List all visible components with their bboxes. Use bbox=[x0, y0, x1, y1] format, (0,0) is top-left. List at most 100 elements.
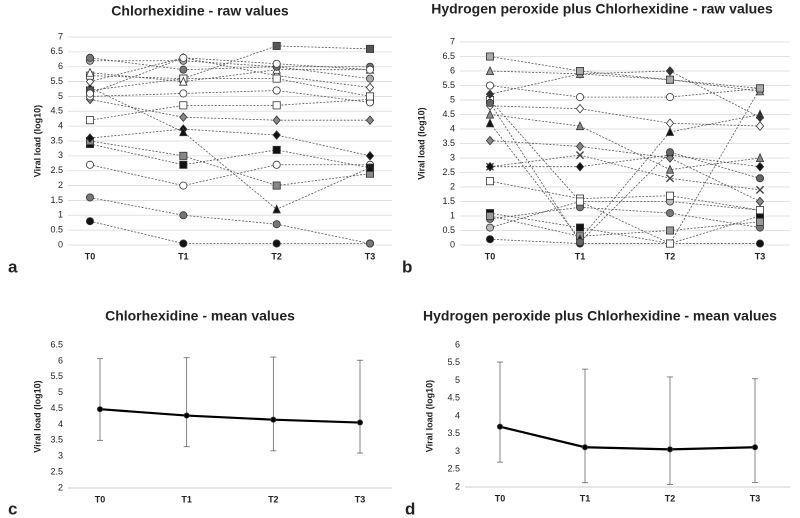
marker bbox=[755, 121, 765, 131]
marker bbox=[485, 52, 494, 61]
x-tick-label: T3 bbox=[365, 251, 376, 261]
x-tick-label: T3 bbox=[750, 493, 761, 503]
y-tick-label: 3 bbox=[58, 150, 63, 160]
marker bbox=[365, 151, 375, 161]
marker bbox=[755, 152, 765, 163]
series-line bbox=[89, 128, 371, 157]
y-tick-label: 1 bbox=[58, 210, 63, 220]
marker bbox=[666, 239, 675, 248]
marker bbox=[576, 67, 585, 76]
marker bbox=[485, 223, 494, 232]
x-tick-label: T2 bbox=[665, 251, 676, 261]
series-line bbox=[90, 60, 371, 79]
y-tick-label: 4 bbox=[58, 419, 63, 429]
marker bbox=[755, 196, 765, 207]
marker bbox=[272, 181, 281, 190]
y-tick-label: 7 bbox=[58, 31, 63, 41]
marker bbox=[575, 121, 585, 131]
panel-label: a bbox=[8, 257, 18, 276]
x-tick-label: T2 bbox=[268, 494, 279, 504]
marker bbox=[576, 93, 585, 102]
series-line bbox=[489, 105, 761, 127]
marker bbox=[485, 89, 495, 100]
marker bbox=[272, 145, 281, 154]
marker bbox=[179, 151, 188, 160]
y-tick-label: 4.5 bbox=[50, 403, 63, 413]
y-tick-label: 7 bbox=[450, 36, 455, 46]
y-tick-label: 5.5 bbox=[442, 80, 455, 90]
y-tick-label: 4.5 bbox=[447, 393, 460, 403]
marker bbox=[365, 74, 374, 83]
y-tick-label: 2 bbox=[58, 482, 63, 492]
marker bbox=[272, 41, 281, 50]
marker bbox=[485, 235, 494, 244]
marker bbox=[85, 67, 95, 77]
marker bbox=[665, 126, 675, 136]
marker bbox=[666, 75, 675, 84]
marker bbox=[665, 164, 675, 174]
marker bbox=[485, 109, 495, 119]
y-tick-label: 4 bbox=[58, 121, 63, 131]
x-tick-label: T0 bbox=[95, 494, 106, 504]
marker bbox=[272, 74, 281, 83]
x-tick-label: T1 bbox=[178, 251, 189, 261]
marker bbox=[270, 416, 277, 423]
y-tick-label: 5.5 bbox=[50, 371, 63, 381]
chart-title: Chlorhexidine - mean values bbox=[105, 308, 295, 324]
marker bbox=[576, 197, 585, 206]
marker bbox=[365, 92, 374, 101]
marker bbox=[665, 66, 675, 76]
marker bbox=[755, 185, 765, 194]
marker bbox=[179, 101, 188, 110]
marker bbox=[485, 81, 494, 90]
series-line bbox=[489, 114, 761, 171]
series-line bbox=[489, 140, 761, 202]
y-tick-label: 5 bbox=[58, 91, 63, 101]
marker bbox=[665, 153, 675, 163]
y-tick-label: 3.5 bbox=[442, 138, 455, 148]
marker bbox=[666, 191, 675, 200]
panel-label: c bbox=[8, 499, 17, 518]
marker bbox=[365, 162, 375, 172]
marker bbox=[575, 103, 585, 114]
marker bbox=[272, 130, 281, 140]
series-line bbox=[89, 87, 371, 210]
marker bbox=[86, 193, 95, 202]
marker bbox=[496, 423, 503, 430]
x-tick-label: T1 bbox=[181, 494, 192, 504]
series-line bbox=[89, 140, 371, 186]
marker bbox=[666, 226, 675, 235]
y-tick-label: 3.5 bbox=[50, 135, 63, 145]
series-line bbox=[89, 57, 371, 94]
marker bbox=[272, 220, 281, 229]
series-line bbox=[89, 45, 371, 91]
series-line bbox=[489, 154, 761, 191]
marker bbox=[86, 116, 95, 125]
marker bbox=[665, 174, 675, 183]
marker bbox=[756, 217, 765, 226]
marker bbox=[179, 127, 188, 137]
y-tick-label: 3 bbox=[455, 446, 460, 456]
marker bbox=[365, 65, 374, 74]
marker bbox=[485, 118, 495, 128]
marker bbox=[365, 239, 374, 248]
marker bbox=[272, 204, 281, 214]
series-line bbox=[499, 425, 756, 451]
marker bbox=[179, 76, 188, 86]
marker bbox=[365, 115, 375, 126]
x-tick-label: T0 bbox=[485, 251, 496, 261]
x-tick-label: T1 bbox=[580, 493, 591, 503]
marker bbox=[755, 161, 765, 172]
marker bbox=[666, 209, 675, 218]
marker bbox=[179, 211, 188, 220]
y-tick-label: 6 bbox=[450, 65, 455, 75]
marker bbox=[365, 44, 374, 53]
x-tick-label: T3 bbox=[755, 251, 766, 261]
marker bbox=[756, 206, 765, 215]
marker bbox=[576, 238, 585, 247]
x-tick-label: T2 bbox=[271, 251, 282, 261]
marker bbox=[179, 53, 188, 62]
y-tick-label: 2.5 bbox=[442, 167, 455, 177]
